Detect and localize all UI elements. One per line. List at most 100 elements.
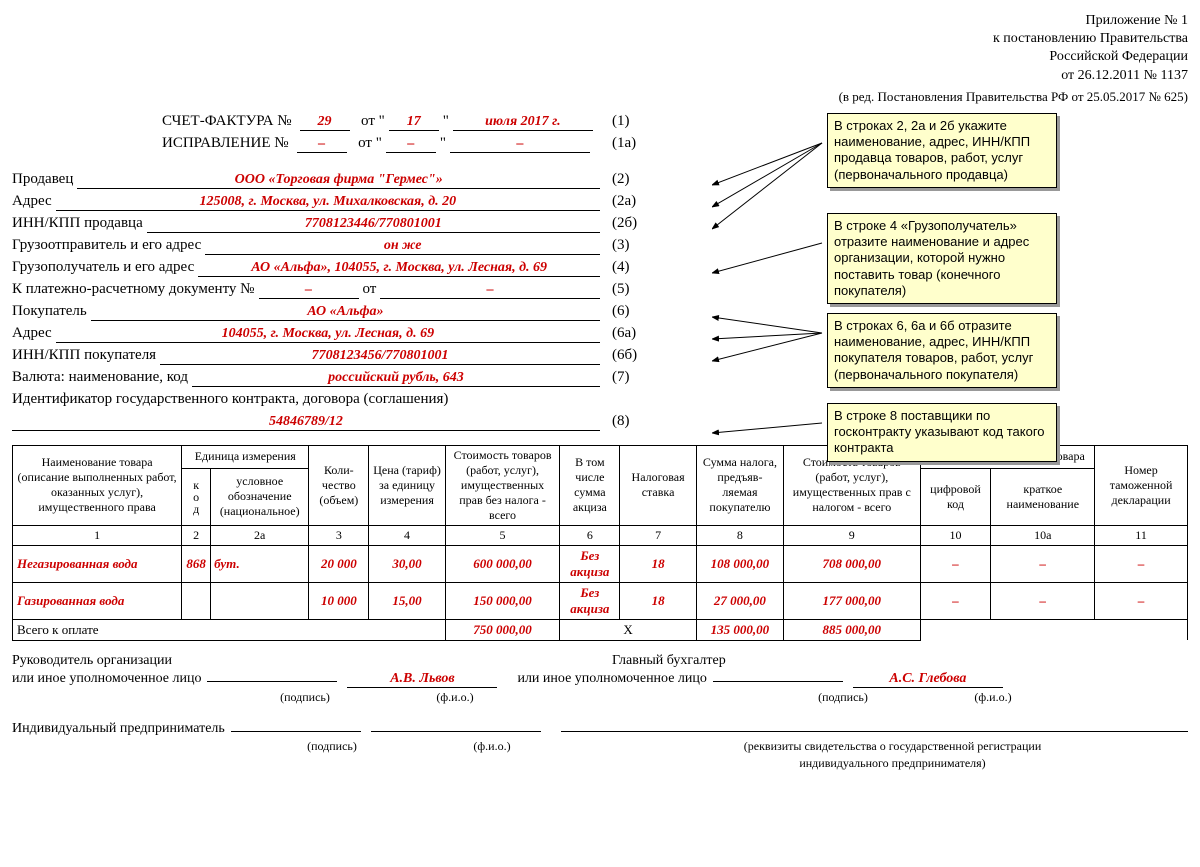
hdr-line4: от 26.12.2011 № 1137 bbox=[12, 67, 1188, 85]
num-5: 5 bbox=[445, 525, 560, 545]
r2-c11: – bbox=[1095, 582, 1188, 619]
num-10: 10 bbox=[920, 525, 991, 545]
r1-c10a: – bbox=[991, 545, 1095, 582]
ip-sign-line bbox=[231, 731, 361, 732]
r2-excise: Без акциза bbox=[560, 582, 620, 619]
corr-num: – bbox=[297, 136, 347, 153]
num-11: 11 bbox=[1095, 525, 1188, 545]
code-1a: (1а) bbox=[612, 135, 652, 152]
r2-rate: 18 bbox=[620, 582, 696, 619]
r1-qty: 20 000 bbox=[309, 545, 369, 582]
th-5: Стоимость товаров (работ, услуг), имущес… bbox=[445, 445, 560, 525]
binn-label: ИНН/КПП покупателя bbox=[12, 347, 156, 364]
inn-label: ИНН/КПП продавца bbox=[12, 215, 143, 232]
binn-val: 7708123456/770801001 bbox=[160, 348, 600, 365]
r2-unit bbox=[211, 582, 309, 619]
head-sign-line bbox=[207, 681, 337, 682]
r2-tax: 27 000,00 bbox=[696, 582, 783, 619]
paydoc-date: – bbox=[380, 282, 600, 299]
currency-label: Валюта: наименование, код bbox=[12, 369, 188, 386]
form-area: СЧЕТ-ФАКТУРА № 29 от " 17 " июля 2017 г.… bbox=[12, 113, 1188, 435]
buyer-label: Покупатель bbox=[12, 303, 87, 320]
seller-val: ООО «Торговая фирма "Гермес"» bbox=[77, 172, 600, 189]
r2-total: 177 000,00 bbox=[784, 582, 920, 619]
callout-2: В строке 4 «Грузополучатель» отразите на… bbox=[827, 213, 1057, 304]
code-7: (7) bbox=[612, 369, 652, 386]
invoice-month: июля 2017 г. bbox=[453, 114, 593, 131]
code-2a: (2а) bbox=[612, 193, 652, 210]
main-table: Наименование товара (описание выполненны… bbox=[12, 445, 1188, 641]
th-4: Цена (тариф) за единицу измерения bbox=[369, 445, 445, 525]
num-1: 1 bbox=[13, 525, 182, 545]
code-2b: (2б) bbox=[612, 215, 652, 232]
consignee-label: Грузополучатель и его адрес bbox=[12, 259, 194, 276]
code-8: (8) bbox=[612, 413, 652, 430]
contract-label: Идентификатор государственного контракта… bbox=[12, 391, 448, 408]
paydoc-from: от bbox=[359, 281, 381, 298]
paydoc-num: – bbox=[259, 282, 359, 299]
paydoc-label: К платежно-расчетному документу № bbox=[12, 281, 255, 298]
or-label-1: или иное уполномоченное лицо bbox=[12, 671, 201, 687]
r1-c10: – bbox=[920, 545, 991, 582]
hdr-line3: Российской Федерации bbox=[12, 48, 1188, 66]
r1-c11: – bbox=[1095, 545, 1188, 582]
signatures: Руководитель организации Главный бухгалт… bbox=[12, 653, 1188, 771]
ca-sign-line bbox=[713, 681, 843, 682]
total-x: X bbox=[560, 619, 696, 640]
code-6b: (6б) bbox=[612, 347, 652, 364]
contract-val: 54846789/12 bbox=[12, 414, 600, 431]
th-11: Номер таможенной декларации bbox=[1095, 445, 1188, 525]
ip-name-line bbox=[371, 731, 541, 732]
head-label: Руководитель организации bbox=[12, 653, 302, 669]
th-10a: цифровой код bbox=[920, 468, 991, 525]
hdr-sub: (в ред. Постановления Правительства РФ о… bbox=[12, 89, 1188, 105]
header-block: Приложение № 1 к постановлению Правитель… bbox=[12, 12, 1188, 85]
total-cost: 750 000,00 bbox=[445, 619, 560, 640]
baddr-label: Адрес bbox=[12, 325, 52, 342]
head-podpis: (подпись) bbox=[240, 690, 370, 705]
addr-label: Адрес bbox=[12, 193, 52, 210]
or-label-2: или иное уполномоченное лицо bbox=[517, 671, 706, 687]
seller-label: Продавец bbox=[12, 171, 73, 188]
num-7: 7 bbox=[620, 525, 696, 545]
currency-val: российский рубль, 643 bbox=[192, 370, 600, 387]
ip-req-line bbox=[561, 731, 1188, 732]
hdr-line2: к постановлению Правительства bbox=[12, 30, 1188, 48]
r1-total: 708 000,00 bbox=[784, 545, 920, 582]
corr-day: – bbox=[386, 136, 436, 153]
r1-excise: Без акциза bbox=[560, 545, 620, 582]
total-label: Всего к оплате bbox=[13, 619, 446, 640]
code-1: (1) bbox=[612, 113, 652, 130]
hdr-line1: Приложение № 1 bbox=[12, 12, 1188, 30]
ca-name: А.С. Глебова bbox=[853, 671, 1003, 688]
r1-code: 868 bbox=[182, 545, 211, 582]
baddr-val: 104055, г. Москва, ул. Лесная, д. 69 bbox=[56, 326, 600, 343]
shipper-label: Грузоотправитель и его адрес bbox=[12, 237, 201, 254]
corr-month: – bbox=[450, 136, 590, 153]
shipper-val: он же bbox=[205, 238, 600, 255]
r1-rate: 18 bbox=[620, 545, 696, 582]
code-2: (2) bbox=[612, 171, 652, 188]
callout-4: В строке 8 поставщики по госконтракту ук… bbox=[827, 403, 1057, 462]
inn-val: 7708123446/770801001 bbox=[147, 216, 600, 233]
th-3: Коли- чество (объем) bbox=[309, 445, 369, 525]
ip-fio: (ф.и.о.) bbox=[407, 739, 577, 754]
r1-cost: 600 000,00 bbox=[445, 545, 560, 582]
r1-unit: бут. bbox=[211, 545, 309, 582]
code-6a: (6а) bbox=[612, 325, 652, 342]
r2-code bbox=[182, 582, 211, 619]
ca-fio: (ф.и.о.) bbox=[918, 690, 1068, 705]
num-8: 8 bbox=[696, 525, 783, 545]
r1-price: 30,00 bbox=[369, 545, 445, 582]
r2-qty: 10 000 bbox=[309, 582, 369, 619]
th-2g: Единица измерения bbox=[182, 445, 309, 468]
r2-name: Газированная вода bbox=[13, 582, 182, 619]
addr-val: 125008, г. Москва, ул. Михалковская, д. … bbox=[56, 194, 600, 211]
th-8: Сумма налога, предъяв- ляемая покупателю bbox=[696, 445, 783, 525]
corr-label: ИСПРАВЛЕНИЕ № bbox=[162, 135, 289, 152]
ip-label: Индивидуальный предприниматель bbox=[12, 721, 225, 737]
head-fio: (ф.и.о.) bbox=[380, 690, 530, 705]
num-2a: 2а bbox=[211, 525, 309, 545]
invoice-day: 17 bbox=[389, 114, 439, 131]
invoice-label: СЧЕТ-ФАКТУРА № bbox=[162, 113, 292, 130]
